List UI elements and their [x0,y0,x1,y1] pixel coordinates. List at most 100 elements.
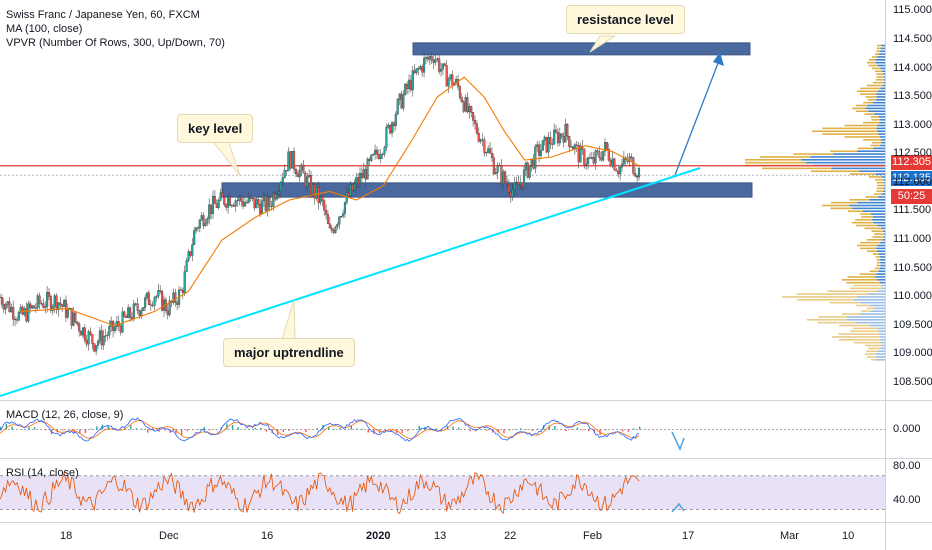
volume-profile-bar-down [861,216,873,218]
candle-body [374,149,377,155]
candle-body [153,297,156,306]
candle-body [40,303,43,305]
macd-histogram-bar [486,429,488,431]
candle-body [206,218,209,224]
candle-body [236,200,239,202]
candle-body [609,159,612,167]
candle-body [432,60,435,63]
volume-profile-bar-down [863,121,880,124]
candle-body [142,307,145,311]
volume-profile-bar-up [876,247,885,250]
candle-body [319,196,322,203]
volume-profile-bar-up [878,133,885,135]
volume-profile-bar-down [850,330,879,333]
macd-histogram-bar [203,427,205,430]
macd-histogram-bar [28,427,30,430]
volume-profile-bar-down [871,359,877,361]
candle-body [404,83,407,95]
volume-profile-bar-up [878,350,885,353]
macd-histogram-bar [531,429,533,432]
candle-body [262,195,265,201]
candle-body [12,306,15,320]
volume-profile-bar-down [868,347,881,350]
candle-body [364,169,367,180]
macd-histogram-bar [288,429,290,431]
volume-profile-bar-down [866,350,879,353]
volume-profile-bar-up [867,104,885,107]
volume-profile-bar-down [851,107,866,110]
candle-body [470,106,473,113]
candle-body [375,149,379,155]
candle-body [594,150,597,164]
volume-profile-bar-up [880,139,885,141]
volume-profile-bar-down [873,193,882,195]
time-tick-label: Dec [159,530,179,542]
resistance-callout-pointer [589,35,617,53]
macd-legend: MACD (12, 26, close, 9) [6,409,124,421]
rsi-pane[interactable] [0,472,885,515]
candle-body [634,173,637,177]
candle-body [255,199,258,209]
candle-body [47,292,51,297]
volume-profile-bar-up [880,264,885,267]
candle-body [213,195,216,204]
candle-body [276,194,279,200]
candle-body [396,99,399,115]
candle-body [306,176,309,187]
volume-profile-bar-down [851,221,874,224]
candle-body [147,292,150,305]
candle-body [462,101,465,112]
rsi-legend: RSI (14, close) [6,467,79,479]
candle-body [413,70,416,73]
volume-profile-bar-down [745,159,802,161]
candle-body [545,136,548,153]
candle-body [268,197,271,207]
candle-body [517,181,520,185]
volume-profile-bar-up [884,184,885,187]
candle-body [496,165,499,173]
macd-histogram-bar [96,426,98,430]
volume-profile-bar-up [883,230,885,233]
candle-body [436,58,439,60]
volume-profile-bar-up [873,221,885,224]
volume-profile-bar-down [874,70,883,73]
macd-histogram-bar [316,428,319,430]
macd-pane[interactable] [0,417,885,451]
volume-profile-bar-down [875,256,880,258]
volume-profile-bar-up [880,67,885,70]
price-pane[interactable] [0,35,885,397]
volume-profile-bar-down [867,250,878,253]
macd-histogram-bar [537,428,539,430]
macd-histogram-bar [5,423,8,430]
candle-body [338,216,341,225]
chart-legend: Swiss Franc / Japanese Yen, 60, FXCM MA … [6,8,225,50]
macd-histogram-bar [508,429,511,431]
macd-histogram-bar [180,429,183,435]
volume-profile-bar-down [811,130,878,133]
macd-histogram-bar [497,429,500,433]
candle-body [588,157,592,159]
volume-profile-bar-up [856,296,885,298]
trend-callout-pointer [281,299,296,340]
volume-profile-bar-up [870,310,885,313]
price-tick-label: 110.500 [893,261,932,274]
volume-profile-bar-down [865,344,882,347]
candle-body [113,326,117,331]
volume-profile-bar-down [876,261,881,264]
candle-body [266,197,269,211]
candle-body [421,66,424,73]
time-tick-label: 22 [504,530,517,542]
volume-profile-bar-up [883,81,885,84]
candle-body [579,145,582,163]
candle-body [343,202,346,214]
candle-body [489,148,492,154]
volume-profile-bar-up [879,121,885,124]
candle-body [317,187,320,203]
macd-histogram-bar [638,426,641,430]
macd-histogram-bar [373,429,375,434]
candle-body [200,215,203,221]
volume-profile-bar-down [852,327,877,330]
volume-profile-bar-up [860,301,885,304]
